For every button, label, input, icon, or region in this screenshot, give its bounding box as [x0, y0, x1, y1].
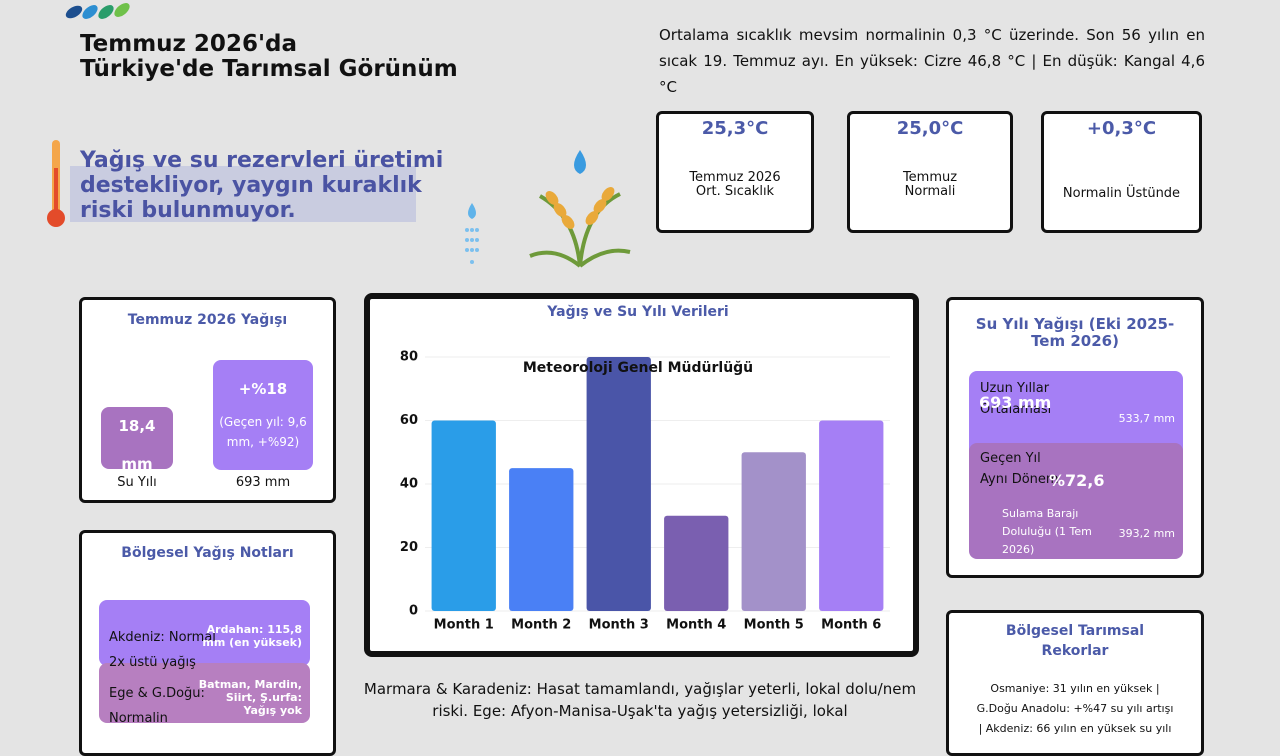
bar [431, 420, 496, 611]
headline-highlight [70, 166, 416, 222]
chart-card: Yağış ve Su Yılı Verileri 0 20 40 60 80 Month… [364, 293, 919, 657]
rain-change: +%18 [238, 380, 288, 398]
y-tick-label: 80 [400, 350, 418, 365]
logo [65, 3, 130, 19]
bar [664, 515, 729, 611]
x-tick-label: Month 3 [589, 618, 649, 633]
water-note: Sulama Barajı Doluluğu (1 Tem 2026) [1002, 507, 1092, 556]
chart-annotation: Meteoroloji Genel Müdürlüğü [523, 360, 753, 376]
stat-label: Temmuz 2026 Ort. Sıcaklık [689, 170, 781, 199]
water-value: 693 mm [979, 393, 1052, 412]
headline: Yağış ve su rezervleri üretimi destekliy… [80, 148, 444, 223]
rain-label: Su Yılı [117, 475, 157, 490]
x-tick-label: Month 2 [511, 618, 571, 633]
region-card: Bölgesel Yağış Notları Akdeniz: Normal 2… [79, 530, 336, 756]
card-title: Bölgesel Yağış Notları [121, 545, 294, 561]
y-tick-label: 0 [409, 604, 418, 619]
records-text: Osmaniye: 31 yılın en yüksek | G.Doğu An… [976, 682, 1174, 735]
bottom-text: Marmara & Karadeniz: Hasat tamamlandı, y… [363, 680, 917, 720]
stat-card: 25,3°C Temmuz 2026 Ort. Sıcaklık [656, 111, 814, 233]
water-label: Geçen Yıl Aynı Dönem [980, 451, 1059, 487]
note-text: Akdeniz: Normal 2x üstü yağış [109, 630, 216, 670]
water-label: Uzun Yıllar Ortalaması [980, 381, 1052, 417]
y-tick-label: 60 [400, 413, 418, 428]
x-tick-label: Month 5 [744, 618, 804, 633]
water-card: Su Yılı Yağışı (Eki 2025-Tem 2026) Uzun … [946, 297, 1204, 578]
water-box [969, 443, 1183, 559]
x-tick-label: Month 6 [821, 618, 881, 633]
card-title: Bölgesel Tarımsal Rekorlar [1005, 623, 1145, 659]
rain-card: Temmuz 2026 Yağışı 18,4 mm Su Yılı +%18 … [79, 297, 336, 503]
water-note: 533,7 mm [1118, 412, 1175, 425]
rain-note: (Geçen yıl: 9,6 mm, +%92) [219, 415, 307, 449]
rain-box: 18,4 mm [101, 407, 173, 473]
stat-card: 25,0°C Temmuz Normali [847, 111, 1013, 233]
bar [586, 357, 651, 611]
thermometer-icon [47, 140, 65, 227]
summary: Ortalama sıcaklık mevsim normalinin 0,3 … [659, 26, 1205, 96]
bar [819, 420, 884, 611]
water-value: %72,6 [1049, 471, 1105, 490]
page: Temmuz 2026'da Türkiye'de Tarımsal Görün… [47, 3, 1205, 756]
rain-label: 693 mm [235, 475, 291, 490]
y-tick-label: 40 [400, 477, 418, 492]
stat-value: 25,3°C [701, 118, 769, 139]
y-tick-label: 20 [400, 540, 418, 555]
note-detail: Batman, Mardin, Siirt, Ş.urfa: Yağış yok [198, 678, 302, 717]
rain-box: +%18 (Geçen yıl: 9,6 mm, +%92) [213, 360, 313, 470]
chart-title: Yağış ve Su Yılı Verileri [546, 304, 728, 320]
stat-card: +0,3°C Normalin Üstünde [1041, 111, 1202, 233]
chart: Yağış ve Su Yılı Verileri 0 20 40 60 80 Month… [400, 304, 890, 633]
stat-label: Temmuz Normali [902, 170, 958, 199]
water-note: 393,2 mm [1118, 527, 1175, 540]
crop-icon [465, 150, 631, 268]
x-tick-label: Month 4 [666, 618, 726, 633]
stat-value: +0,3°C [1086, 118, 1157, 139]
records-card: Bölgesel Tarımsal Rekorlar Osmaniye: 31 … [946, 610, 1204, 756]
note-box [99, 663, 310, 723]
note-detail: Ardahan: 115,8 mm (en yüksek) [202, 623, 302, 649]
card-title: Su Yılı Yağışı (Eki 2025-Tem 2026) [975, 315, 1175, 350]
title-line: Türkiye'de Tarımsal Görünüm [80, 56, 458, 82]
stat-label: Normalin Üstünde [1062, 186, 1181, 201]
card-title: Temmuz 2026 Yağışı [127, 312, 288, 328]
title: Temmuz 2026'da Türkiye'de Tarımsal Görün… [80, 32, 458, 82]
bar [741, 452, 806, 611]
stat-value: 25,0°C [896, 118, 964, 139]
bar [509, 468, 574, 611]
note-box [99, 600, 310, 666]
title-line: Temmuz 2026'da [80, 31, 297, 57]
x-tick-label: Month 1 [434, 618, 494, 633]
